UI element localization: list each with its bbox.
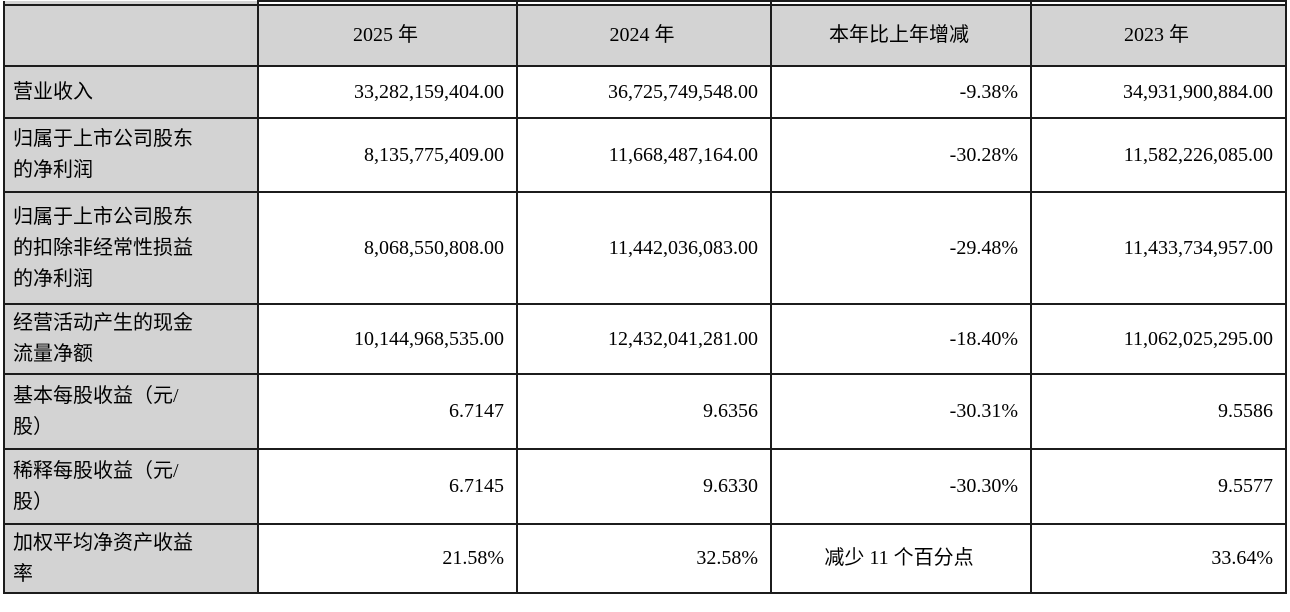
row-label: 营业收入 xyxy=(3,65,259,119)
row-label: 归属于上市公司股东 的扣除非经常性损益 的净利润 xyxy=(3,191,259,305)
cell-2023: 9.5577 xyxy=(1030,448,1287,525)
cell-2025: 8,068,550,808.00 xyxy=(257,191,518,305)
cell-2025: 21.58% xyxy=(257,523,518,594)
table-row-basic-eps: 基本每股收益（元/ 股） 6.7147 9.6356 -30.31% 9.558… xyxy=(3,373,1287,450)
table-row-diluted-eps: 稀释每股收益（元/ 股） 6.7145 9.6330 -30.30% 9.557… xyxy=(3,448,1287,525)
header-change: 本年比上年增减 xyxy=(770,4,1032,67)
cell-2025: 8,135,775,409.00 xyxy=(257,117,518,193)
table-header-row: 2025 年 2024 年 本年比上年增减 2023 年 xyxy=(3,4,1287,67)
cell-change: 减少 11 个百分点 xyxy=(770,523,1032,594)
cell-change: -9.38% xyxy=(770,65,1032,119)
cell-change: -30.28% xyxy=(770,117,1032,193)
cell-2024: 9.6356 xyxy=(516,373,772,450)
row-label: 稀释每股收益（元/ 股） xyxy=(3,448,259,525)
cell-2024: 32.58% xyxy=(516,523,772,594)
cell-2024: 36,725,749,548.00 xyxy=(516,65,772,119)
cell-2023: 9.5586 xyxy=(1030,373,1287,450)
cell-2025: 6.7147 xyxy=(257,373,518,450)
cell-2023: 11,062,025,295.00 xyxy=(1030,303,1287,375)
header-2024: 2024 年 xyxy=(516,4,772,67)
header-2025: 2025 年 xyxy=(257,4,518,67)
cutoff-cell xyxy=(257,0,518,6)
cell-2024: 9.6330 xyxy=(516,448,772,525)
cell-change: -29.48% xyxy=(770,191,1032,305)
cell-2024: 11,668,487,164.00 xyxy=(516,117,772,193)
cell-change: -30.30% xyxy=(770,448,1032,525)
cutoff-cell xyxy=(1030,0,1287,6)
cell-2025: 33,282,159,404.00 xyxy=(257,65,518,119)
cell-2023: 11,582,226,085.00 xyxy=(1030,117,1287,193)
cell-2024: 11,442,036,083.00 xyxy=(516,191,772,305)
cell-change: -18.40% xyxy=(770,303,1032,375)
cell-2025: 6.7145 xyxy=(257,448,518,525)
cutoff-cell xyxy=(516,0,772,6)
cell-2024: 12,432,041,281.00 xyxy=(516,303,772,375)
cell-2023: 33.64% xyxy=(1030,523,1287,594)
cell-2023: 34,931,900,884.00 xyxy=(1030,65,1287,119)
table-row-net-profit-excl-nonrecurring: 归属于上市公司股东 的扣除非经常性损益 的净利润 8,068,550,808.0… xyxy=(3,191,1287,305)
row-label: 加权平均净资产收益 率 xyxy=(3,523,259,594)
cutoff-label-cell xyxy=(3,1,259,6)
header-empty-cell xyxy=(3,4,259,67)
cell-2023: 11,433,734,957.00 xyxy=(1030,191,1287,305)
cell-change: -30.31% xyxy=(770,373,1032,450)
table-row-revenue: 营业收入 33,282,159,404.00 36,725,749,548.00… xyxy=(3,65,1287,119)
row-label: 基本每股收益（元/ 股） xyxy=(3,373,259,450)
header-2023: 2023 年 xyxy=(1030,4,1287,67)
cutoff-cell xyxy=(770,0,1032,6)
row-label: 经营活动产生的现金 流量净额 xyxy=(3,303,259,375)
cell-2025: 10,144,968,535.00 xyxy=(257,303,518,375)
table-row-cutoff xyxy=(3,0,1287,6)
table-row-operating-cash-flow: 经营活动产生的现金 流量净额 10,144,968,535.00 12,432,… xyxy=(3,303,1287,375)
row-label: 归属于上市公司股东 的净利润 xyxy=(3,117,259,193)
table-row-net-profit: 归属于上市公司股东 的净利润 8,135,775,409.00 11,668,4… xyxy=(3,117,1287,193)
financial-summary-table: 2025 年 2024 年 本年比上年增减 2023 年 营业收入 33,282… xyxy=(3,0,1287,594)
table-row-weighted-avg-roe: 加权平均净资产收益 率 21.58% 32.58% 减少 11 个百分点 33.… xyxy=(3,523,1287,594)
